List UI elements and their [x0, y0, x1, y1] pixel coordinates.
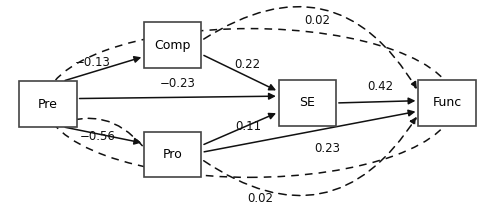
FancyArrowPatch shape	[339, 98, 414, 104]
Text: SE: SE	[300, 97, 316, 109]
FancyBboxPatch shape	[418, 80, 476, 126]
FancyBboxPatch shape	[20, 81, 76, 127]
FancyArrowPatch shape	[204, 110, 414, 152]
Text: 0.02: 0.02	[247, 192, 273, 204]
Text: 0.02: 0.02	[304, 14, 330, 27]
Text: 0.11: 0.11	[236, 120, 262, 133]
FancyArrowPatch shape	[204, 55, 274, 90]
FancyArrowPatch shape	[80, 93, 274, 99]
FancyBboxPatch shape	[144, 22, 202, 68]
FancyArrowPatch shape	[65, 127, 140, 144]
FancyArrowPatch shape	[204, 118, 416, 196]
Text: 0.42: 0.42	[368, 80, 394, 93]
Text: Pro: Pro	[163, 148, 182, 161]
FancyArrowPatch shape	[58, 118, 142, 146]
Text: 0.22: 0.22	[234, 58, 260, 71]
FancyArrowPatch shape	[204, 114, 274, 144]
Text: −0.23: −0.23	[160, 77, 196, 90]
FancyBboxPatch shape	[144, 132, 202, 177]
Text: −0.13: −0.13	[75, 56, 111, 69]
FancyArrowPatch shape	[65, 57, 140, 80]
Text: Comp: Comp	[154, 39, 191, 52]
Text: Func: Func	[432, 97, 462, 109]
Text: 0.23: 0.23	[314, 142, 340, 155]
Text: −0.56: −0.56	[80, 130, 116, 142]
FancyBboxPatch shape	[278, 80, 336, 126]
FancyArrowPatch shape	[204, 7, 416, 88]
Text: Pre: Pre	[38, 98, 58, 110]
